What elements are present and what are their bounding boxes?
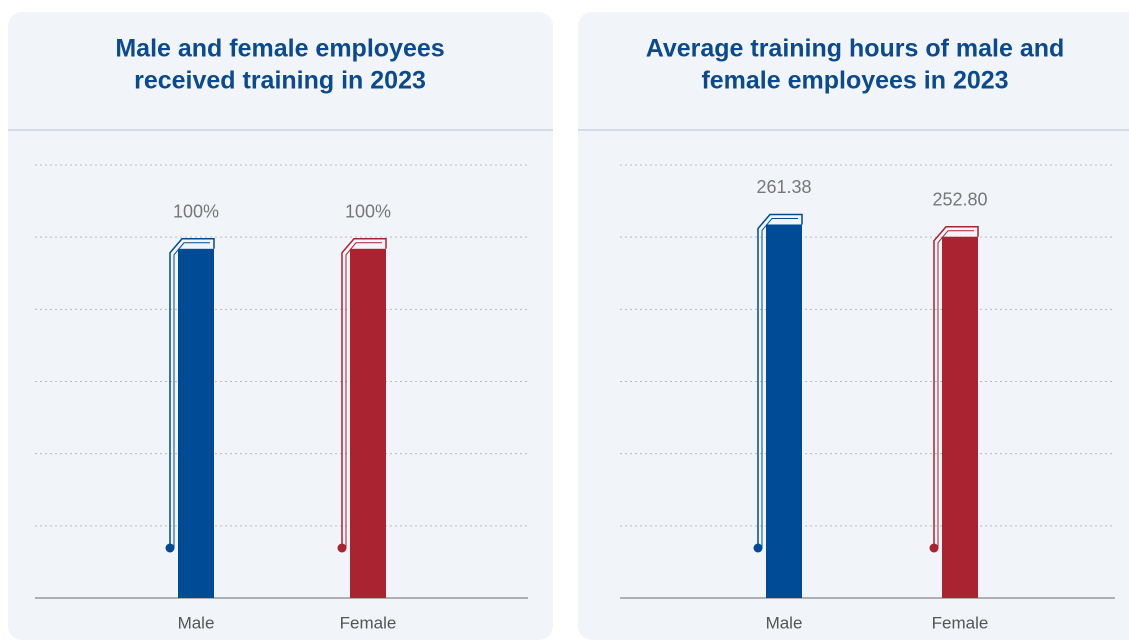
bar-bracket <box>933 225 979 548</box>
bar-bracket <box>757 213 803 548</box>
bar-bracket-inner <box>761 217 798 548</box>
chart-title: Male and female employees <box>115 35 444 63</box>
chart-title: Average training hours of male and <box>646 35 1065 63</box>
bracket-dot <box>337 543 347 553</box>
x-tick-label: Male <box>178 613 215 632</box>
bar <box>766 224 802 599</box>
bracket-dot <box>165 543 175 553</box>
panel <box>8 12 553 640</box>
value-label: 261.38 <box>756 177 811 197</box>
chart-title: received training in 2023 <box>134 67 426 95</box>
x-tick-label: Male <box>766 613 803 632</box>
x-tick-label: Female <box>340 613 397 632</box>
chart-title: female employees in 2023 <box>701 67 1008 95</box>
panel <box>578 12 1129 640</box>
bracket-dot <box>753 543 763 553</box>
bracket-dot <box>929 543 939 553</box>
value-label: 100% <box>345 202 391 222</box>
charts: Male and female employees received traini… <box>8 12 1129 640</box>
bar-bracket-inner <box>937 230 974 548</box>
bar-bracket <box>169 238 215 548</box>
bar-bracket <box>341 238 387 548</box>
value-label: 100% <box>173 202 219 222</box>
x-tick-label: Female <box>932 613 989 632</box>
bar-bracket-inner <box>173 242 210 548</box>
bar <box>350 248 386 598</box>
bar <box>942 236 978 598</box>
bar-bracket-inner <box>345 242 382 548</box>
value-label: 252.80 <box>932 189 987 209</box>
bar <box>178 248 214 598</box>
